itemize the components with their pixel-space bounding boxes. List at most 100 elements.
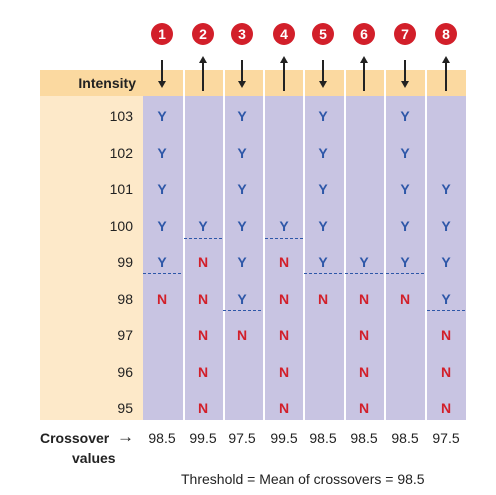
crossover-marker [143,273,181,274]
column-divider [303,70,305,420]
no-response: N [197,363,209,380]
arrow-up-icon [202,63,204,91]
yes-response: Y [318,217,328,234]
no-response: N [399,290,411,307]
intensity-value: 101 [109,181,133,197]
intensity-column [40,70,143,420]
intensity-header: Intensity [78,75,136,91]
yes-response: Y [400,217,410,234]
no-response: N [278,290,290,307]
column-divider [183,70,185,420]
yes-response: Y [441,254,451,270]
crossover-value: 99.5 [189,430,217,446]
arrowhead-down-icon [158,81,166,88]
no-response: N [358,327,370,343]
yes-response: Y [359,254,369,270]
arrow-down-icon [322,60,324,82]
no-response: N [197,400,209,416]
intensity-value: 96 [117,363,133,380]
arrow-down-icon [241,60,243,82]
yes-response: Y [400,181,410,197]
arrowhead-up-icon [442,56,450,63]
no-response: N [197,327,209,343]
arrowhead-up-icon [280,56,288,63]
no-response: N [440,327,452,343]
crossover-marker [427,310,465,311]
yes-response: Y [400,254,410,270]
crossover-value: 98.5 [391,430,419,446]
intensity-value: 97 [117,327,133,343]
crossover-value: 99.5 [270,430,298,446]
arrowhead-down-icon [238,81,246,88]
trial-number-badge: 4 [273,23,295,45]
column-divider [223,70,225,420]
yes-response: Y [400,108,410,124]
intensity-value: 98 [117,290,133,307]
crossover-value: 98.5 [350,430,378,446]
yes-response: Y [441,290,451,307]
yes-response: Y [237,108,247,124]
no-response: N [358,400,370,416]
arrow-down-icon [404,60,406,82]
trial-number-badge: 3 [231,23,253,45]
crossover-value: 98.5 [148,430,176,446]
yes-response: Y [318,144,328,161]
yes-response: Y [318,254,328,270]
crossover-value: 98.5 [309,430,337,446]
arrowhead-down-icon [401,81,409,88]
yes-response: Y [237,144,247,161]
crossover-label: Crossover [40,430,110,446]
trial-number-badge: 2 [192,23,214,45]
no-response: N [278,327,290,343]
no-response: N [440,363,452,380]
trial-number-badge: 8 [435,23,457,45]
crossover-label-values: values [72,450,116,466]
crossover-value: 97.5 [228,430,256,446]
crossover-marker [265,238,303,239]
column-divider [344,70,346,420]
trial-number-badge: 6 [353,23,375,45]
crossover-marker [386,273,424,274]
column-divider [384,70,386,420]
yes-response: Y [237,181,247,197]
yes-response: Y [157,144,167,161]
yes-response: Y [157,254,167,270]
trial-number-badge: 1 [151,23,173,45]
crossover-marker [304,273,342,274]
no-response: N [358,290,370,307]
yes-response: Y [157,181,167,197]
crossover-marker [184,238,222,239]
no-response: N [440,400,452,416]
no-response: N [236,327,248,343]
intensity-value: 103 [109,108,133,124]
arrow-up-icon [363,63,365,91]
threshold-text: Threshold = Mean of crossovers = 98.5 [181,471,425,487]
no-response: N [278,363,290,380]
intensity-value: 99 [117,254,133,270]
yes-response: Y [157,217,167,234]
yes-response: Y [441,217,451,234]
no-response: N [278,400,290,416]
yes-response: Y [279,217,289,234]
yes-response: Y [198,217,208,234]
intensity-value: 102 [109,144,133,161]
yes-response: Y [157,108,167,124]
yes-response: Y [441,181,451,197]
arrowhead-down-icon [319,81,327,88]
column-divider [425,70,427,420]
column-divider [263,70,265,420]
crossover-value: 97.5 [432,430,460,446]
no-response: N [358,363,370,380]
arrow-up-icon [283,63,285,91]
yes-response: Y [318,108,328,124]
no-response: N [197,254,209,270]
intensity-value: 95 [117,400,133,416]
no-response: N [156,290,168,307]
yes-response: Y [318,181,328,197]
intensity-header-cell [40,70,143,96]
yes-response: Y [237,217,247,234]
crossover-marker [223,310,261,311]
arrow-down-icon [161,60,163,82]
trial-number-badge: 5 [312,23,334,45]
arrow-up-icon [445,63,447,91]
